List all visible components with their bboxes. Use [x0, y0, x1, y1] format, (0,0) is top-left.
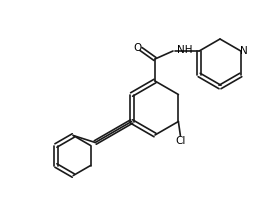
Text: N: N [240, 46, 248, 56]
Text: O: O [133, 43, 141, 53]
Text: Cl: Cl [175, 136, 185, 146]
Text: NH: NH [177, 45, 193, 55]
